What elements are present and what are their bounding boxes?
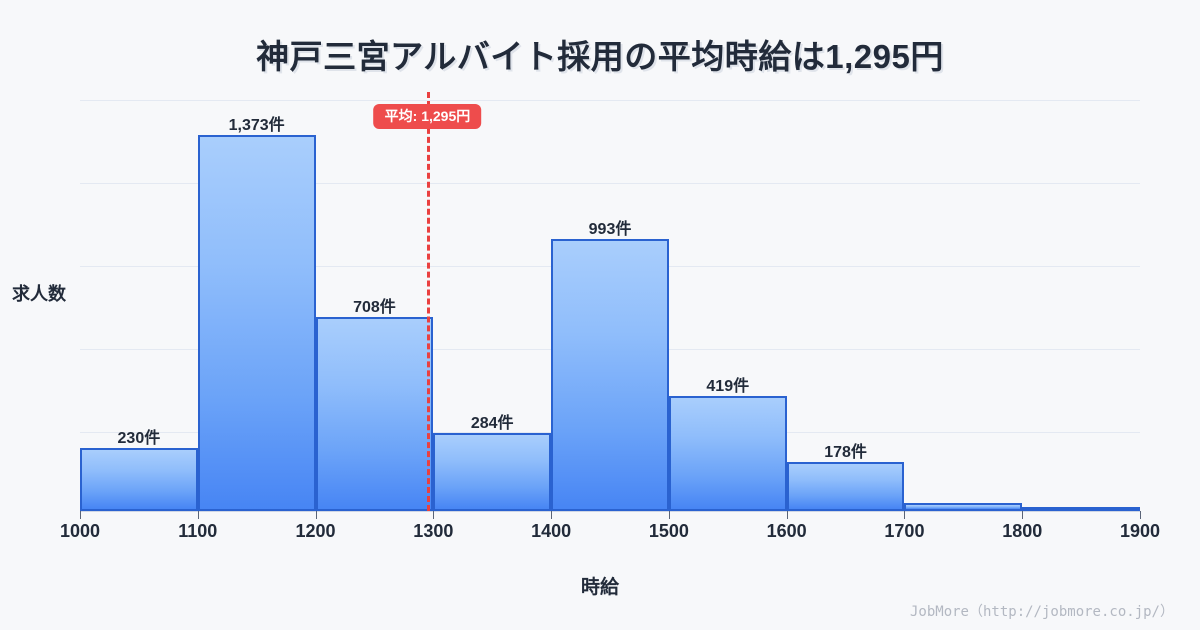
bar-value-label: 419件	[706, 378, 750, 396]
bar	[668, 396, 787, 511]
x-axis-tick-label: 1800	[1002, 521, 1043, 541]
page-title: 神戸三宮アルバイト採用の平均時給は1,295円	[256, 38, 944, 75]
x-axis-title: 時給	[580, 577, 619, 598]
x-axis-tick-label: 1500	[648, 521, 689, 541]
x-axis-tick	[786, 511, 788, 519]
x-axis-tick-label: 1200	[295, 521, 336, 541]
x-axis-tick	[315, 511, 317, 519]
average-line	[427, 92, 431, 511]
bar	[433, 433, 552, 511]
gridline	[80, 100, 1140, 101]
x-axis-tick	[1140, 511, 1141, 519]
x-axis-line	[80, 511, 1140, 512]
x-axis-tick	[668, 511, 670, 519]
bar	[315, 317, 434, 511]
bar	[1022, 507, 1140, 511]
bar-series	[80, 100, 1140, 511]
x-axis-tick-label: 1700	[884, 521, 925, 541]
bar	[904, 502, 1023, 511]
x-axis-tick	[80, 511, 81, 519]
x-axis-tick	[197, 511, 199, 519]
x-axis-tick-label: 1000	[59, 521, 101, 541]
average-badge: 平均: 1,295円	[373, 104, 482, 129]
bar	[197, 134, 316, 511]
y-axis-title: 求人数	[12, 284, 66, 304]
x-axis-tick	[433, 511, 435, 519]
x-axis-tick-label: 1400	[531, 521, 572, 541]
bar-value-label: 178件	[824, 444, 867, 462]
bar-value-label: 230件	[117, 429, 161, 447]
bar	[80, 447, 198, 511]
x-axis-tick-label: 1600	[766, 521, 807, 541]
gridline	[80, 183, 1140, 184]
x-axis-tick	[904, 511, 906, 519]
bar-value-label: 284件	[470, 415, 514, 433]
x-axis-tick-label: 1900	[1119, 521, 1161, 541]
x-axis-tick	[1022, 511, 1024, 519]
bar-value-label: 708件	[353, 299, 396, 316]
x-axis-tick-label: 1100	[178, 521, 218, 541]
footer-credit: JobMore（http://jobmore.co.jp/）	[909, 604, 1174, 620]
bar	[551, 238, 669, 511]
bar-value-label: 1,373件	[228, 116, 285, 134]
x-axis-tick	[551, 511, 553, 519]
bar	[786, 462, 905, 511]
x-axis-tick-label: 1300	[413, 521, 454, 541]
bar-value-label: 993件	[588, 220, 632, 238]
plot-area	[80, 100, 1140, 512]
